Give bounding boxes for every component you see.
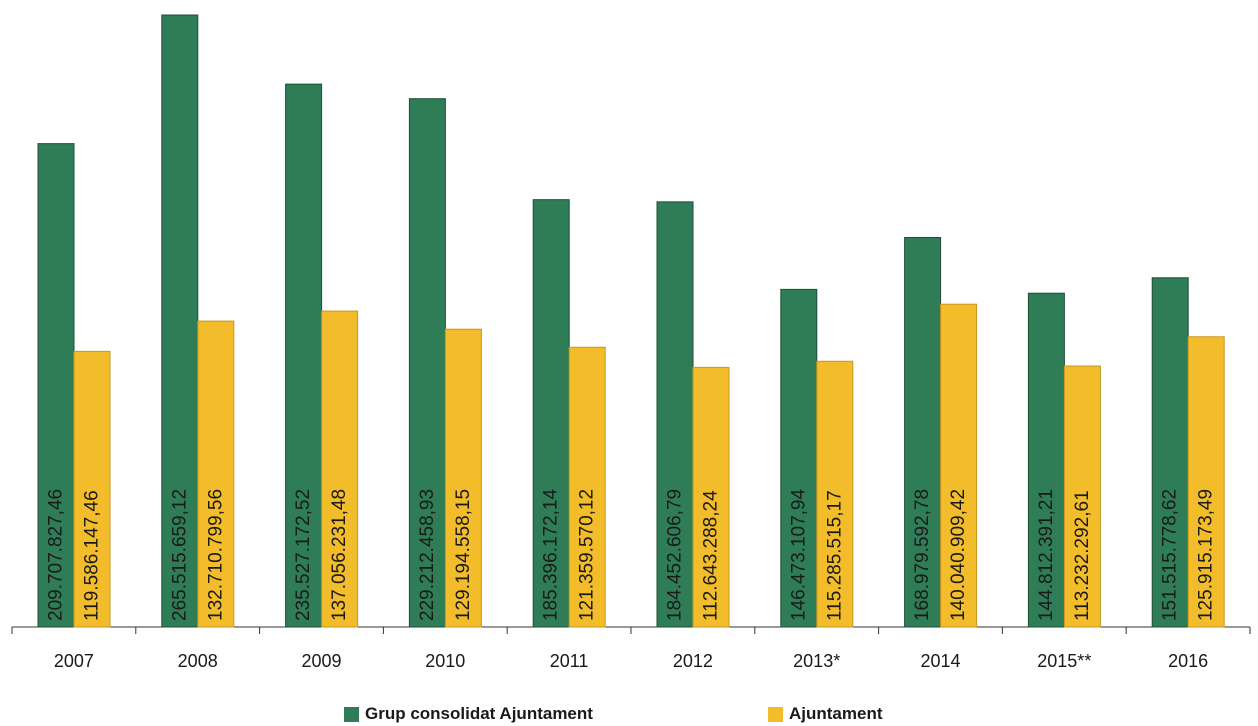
- x-tick-label: 2016: [1168, 651, 1208, 671]
- data-label: 168.979.592,78: [912, 489, 933, 621]
- bar-ajuntament: [692, 366, 730, 628]
- data-label: 129.194.558,15: [453, 489, 474, 621]
- bar-grup-consolidat: [1027, 292, 1065, 628]
- bar-ajuntament: [940, 303, 978, 628]
- data-label: 137.056.231,48: [329, 489, 350, 621]
- data-label: 185.396.172,14: [541, 488, 562, 621]
- x-tick-label: 2007: [54, 651, 94, 671]
- bar-grup-consolidat: [285, 83, 323, 628]
- x-tick-label: 2008: [178, 651, 218, 671]
- x-tick-label: 2013*: [793, 651, 840, 671]
- data-label: 184.452.606,79: [665, 489, 686, 621]
- bar-ajuntament: [1187, 336, 1225, 628]
- bar-ajuntament: [1063, 365, 1101, 628]
- bar-ajuntament: [197, 320, 235, 628]
- data-label: 112.643.288,24: [701, 490, 722, 621]
- bar-grup-consolidat: [780, 288, 818, 628]
- data-label: 144.812.391,21: [1036, 489, 1057, 621]
- x-tick-label: 2010: [425, 651, 465, 671]
- legend-label-ajuntament: Ajuntament: [789, 704, 883, 723]
- bar-grup-consolidat: [408, 98, 446, 628]
- x-tick-label: 2015**: [1037, 651, 1091, 671]
- x-tick-label: 2009: [301, 651, 341, 671]
- bar-grup-consolidat: [904, 237, 942, 628]
- bar-grup-consolidat: [656, 201, 694, 628]
- bar-grup-consolidat: [532, 199, 570, 628]
- legend-item-grup-consolidat: Grup consolidat Ajuntament: [344, 704, 593, 724]
- data-label: 125.915.173,49: [1196, 489, 1217, 621]
- data-label: 229.212.458,93: [417, 489, 438, 621]
- data-label: 146.473.107,94: [788, 488, 809, 621]
- bar-ajuntament: [816, 360, 854, 628]
- x-tick-label: 2014: [920, 651, 960, 671]
- bar-chart: 209.707.827,46 119.586.147,46 2007 265.515.…: [11, 14, 1251, 671]
- data-label: 235.527.172,52: [293, 489, 314, 621]
- data-label: 121.359.570,12: [577, 489, 598, 621]
- data-label: 115.285.515,17: [824, 490, 845, 621]
- legend-swatch-grup-consolidat: [344, 706, 359, 722]
- bar-grup-consolidat: [161, 14, 199, 628]
- x-tick-label: 2011: [550, 651, 589, 671]
- data-label: 209.707.827,46: [46, 489, 67, 621]
- legend-swatch-ajuntament: [768, 706, 783, 722]
- data-label: 113.232.292,61: [1072, 490, 1093, 621]
- x-tick-label: 2012: [673, 651, 713, 671]
- bar-ajuntament: [73, 350, 111, 628]
- bar-ajuntament: [321, 310, 359, 628]
- data-label: 132.710.799,56: [205, 489, 226, 621]
- data-label: 140.040.909,42: [948, 489, 969, 621]
- bar-ajuntament: [568, 346, 606, 628]
- bar-ajuntament: [444, 328, 482, 628]
- legend: Grup consolidat Ajuntament Ajuntament: [0, 704, 1258, 726]
- data-label: 265.515.659,12: [169, 489, 190, 621]
- data-label: 119.586.147,46: [82, 490, 103, 621]
- legend-label-grup-consolidat: Grup consolidat Ajuntament: [365, 704, 593, 723]
- data-label: 151.515.778,62: [1160, 489, 1181, 621]
- legend-item-ajuntament: Ajuntament: [768, 704, 883, 724]
- bar-grup-consolidat: [37, 143, 75, 628]
